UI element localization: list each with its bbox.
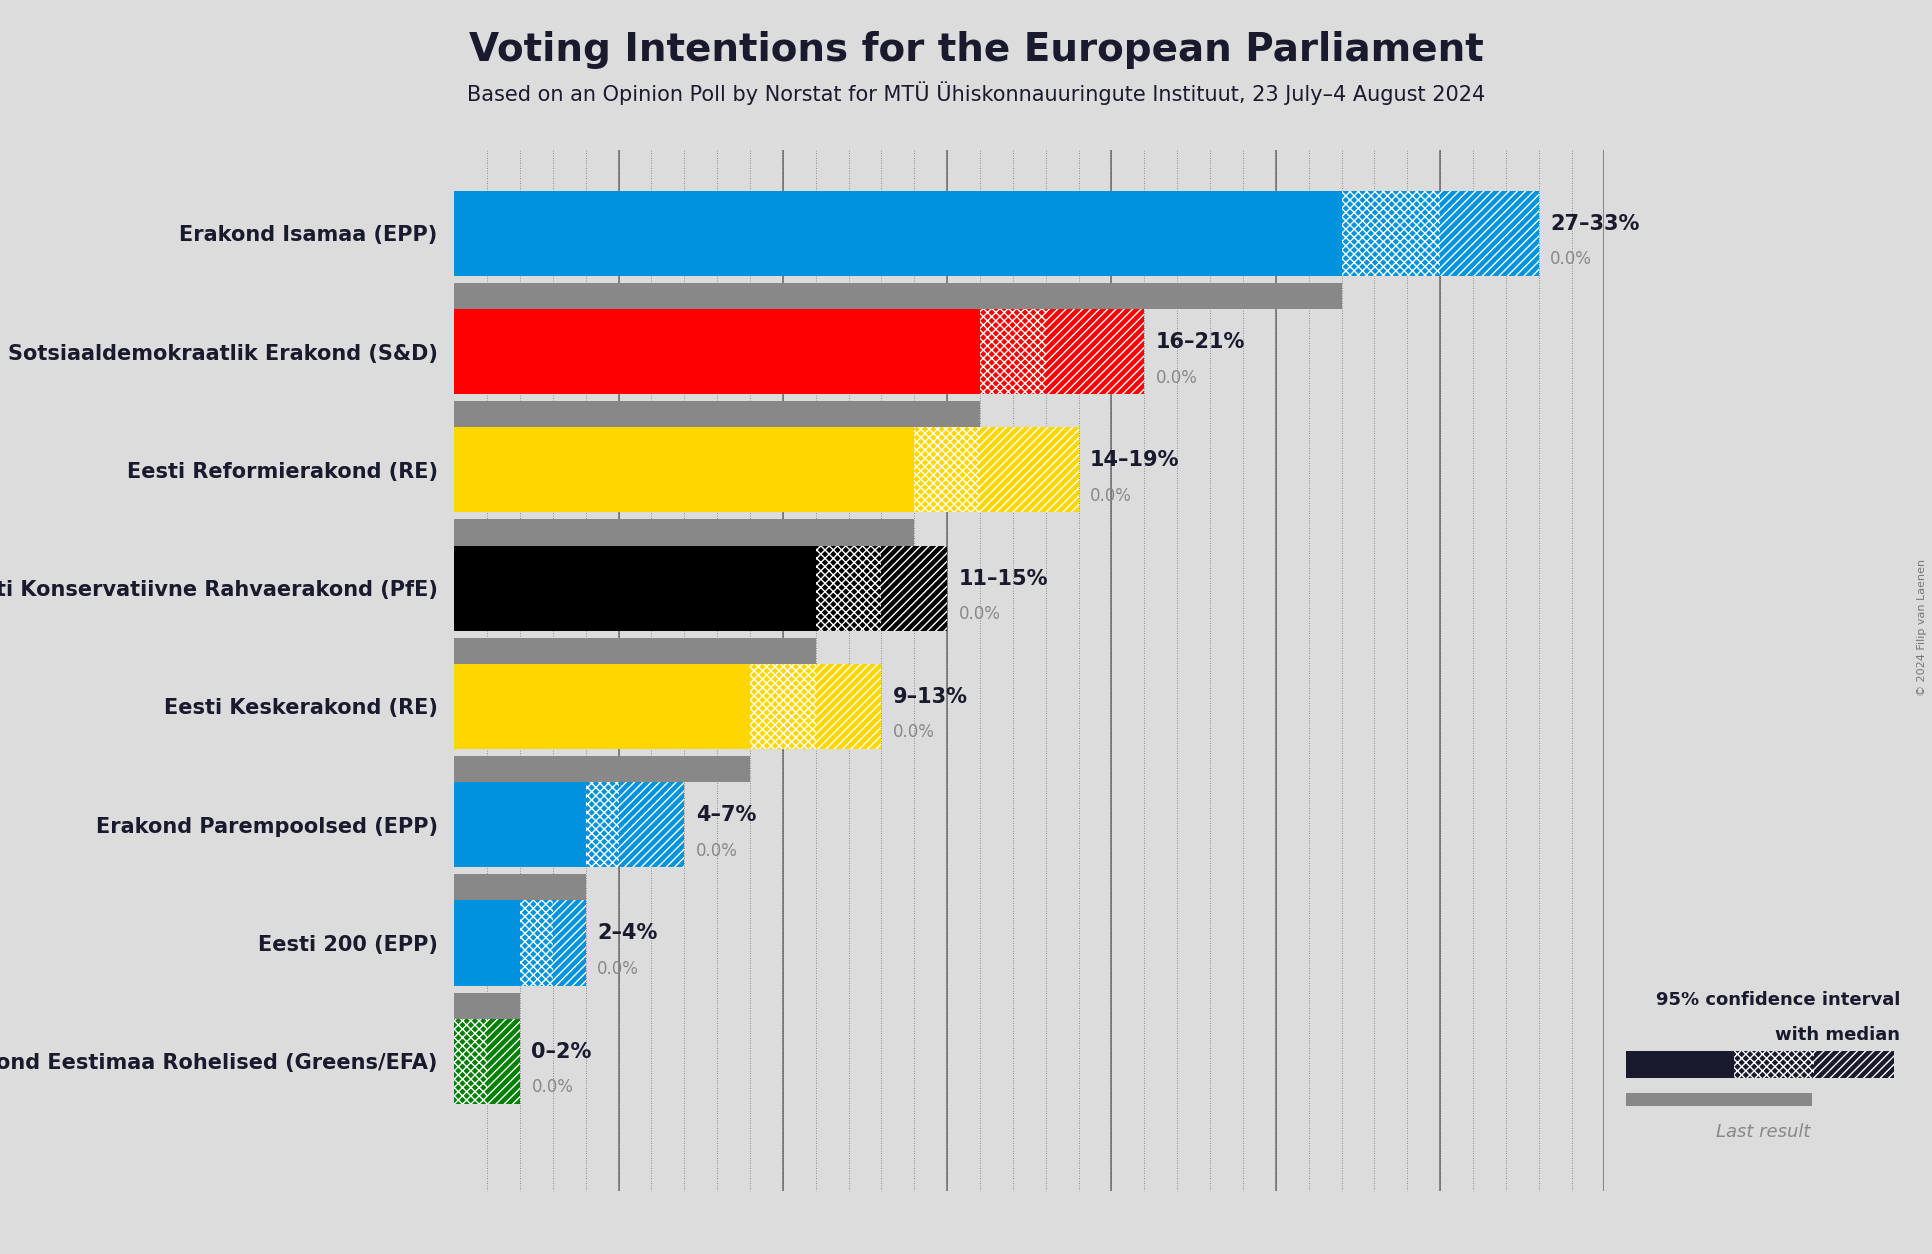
Bar	[454, 191, 1341, 276]
Text: with median: with median	[1774, 1026, 1899, 1043]
Text: 0–2%: 0–2%	[531, 1042, 591, 1062]
Text: Based on an Opinion Poll by Norstat for MTÜ Ühiskonnauuringute Instituut, 23 Jul: Based on an Opinion Poll by Norstat for …	[468, 82, 1484, 105]
Bar	[1341, 191, 1439, 276]
Text: 95% confidence interval: 95% confidence interval	[1656, 991, 1899, 1008]
Text: 14–19%: 14–19%	[1090, 450, 1179, 470]
Bar	[454, 900, 520, 986]
Bar	[980, 308, 1045, 394]
Bar	[1814, 1051, 1893, 1078]
Bar	[914, 428, 980, 513]
Text: Last result: Last result	[1716, 1122, 1808, 1141]
Bar	[585, 782, 618, 868]
Bar	[553, 900, 585, 986]
Bar	[750, 663, 815, 749]
Bar	[1733, 1051, 1814, 1078]
Text: 27–33%: 27–33%	[1549, 214, 1638, 233]
Bar	[881, 545, 947, 631]
Text: 16–21%: 16–21%	[1155, 332, 1244, 352]
Text: 0.0%: 0.0%	[893, 724, 935, 741]
Bar	[454, 993, 520, 1018]
Bar	[454, 638, 815, 663]
Bar	[454, 519, 914, 545]
Bar	[454, 1018, 487, 1104]
Text: © 2024 Filip van Laenen: © 2024 Filip van Laenen	[1917, 558, 1926, 696]
Text: 11–15%: 11–15%	[958, 568, 1047, 588]
Bar	[1625, 1092, 1810, 1106]
Bar	[454, 308, 980, 394]
Text: Voting Intentions for the European Parliament: Voting Intentions for the European Parli…	[469, 31, 1482, 69]
Text: 4–7%: 4–7%	[696, 805, 755, 825]
Bar	[618, 782, 684, 868]
Bar	[1045, 308, 1144, 394]
Text: 0.0%: 0.0%	[531, 1078, 574, 1096]
Bar	[454, 874, 585, 900]
Bar	[454, 428, 914, 513]
Bar	[454, 545, 815, 631]
Bar	[1625, 1051, 1733, 1078]
Bar	[454, 756, 750, 782]
Text: 0.0%: 0.0%	[1090, 487, 1132, 505]
Bar	[815, 663, 881, 749]
Text: 9–13%: 9–13%	[893, 687, 968, 707]
Text: 0.0%: 0.0%	[597, 961, 639, 978]
Bar	[454, 663, 750, 749]
Text: 0.0%: 0.0%	[1155, 369, 1198, 386]
Bar	[815, 545, 881, 631]
Bar	[980, 428, 1078, 513]
Text: 0.0%: 0.0%	[1549, 251, 1592, 268]
Text: 0.0%: 0.0%	[958, 606, 1001, 623]
Bar	[454, 283, 1341, 308]
Bar	[1439, 191, 1538, 276]
Bar	[520, 900, 553, 986]
Bar	[454, 782, 585, 868]
Text: 2–4%: 2–4%	[597, 923, 657, 943]
Bar	[454, 401, 980, 428]
Text: 0.0%: 0.0%	[696, 841, 738, 860]
Bar	[487, 1018, 520, 1104]
